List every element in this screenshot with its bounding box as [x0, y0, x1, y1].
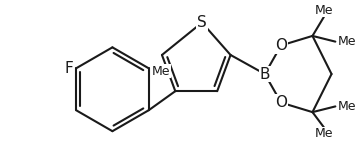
Text: S: S: [197, 15, 207, 30]
Text: Me: Me: [315, 4, 333, 17]
Text: B: B: [260, 66, 270, 81]
Text: Me: Me: [338, 35, 356, 48]
Text: Me: Me: [315, 127, 333, 140]
Text: F: F: [64, 61, 73, 76]
Text: Me: Me: [152, 65, 170, 78]
Text: O: O: [275, 95, 287, 110]
Text: Me: Me: [338, 100, 356, 113]
Text: O: O: [275, 38, 287, 53]
